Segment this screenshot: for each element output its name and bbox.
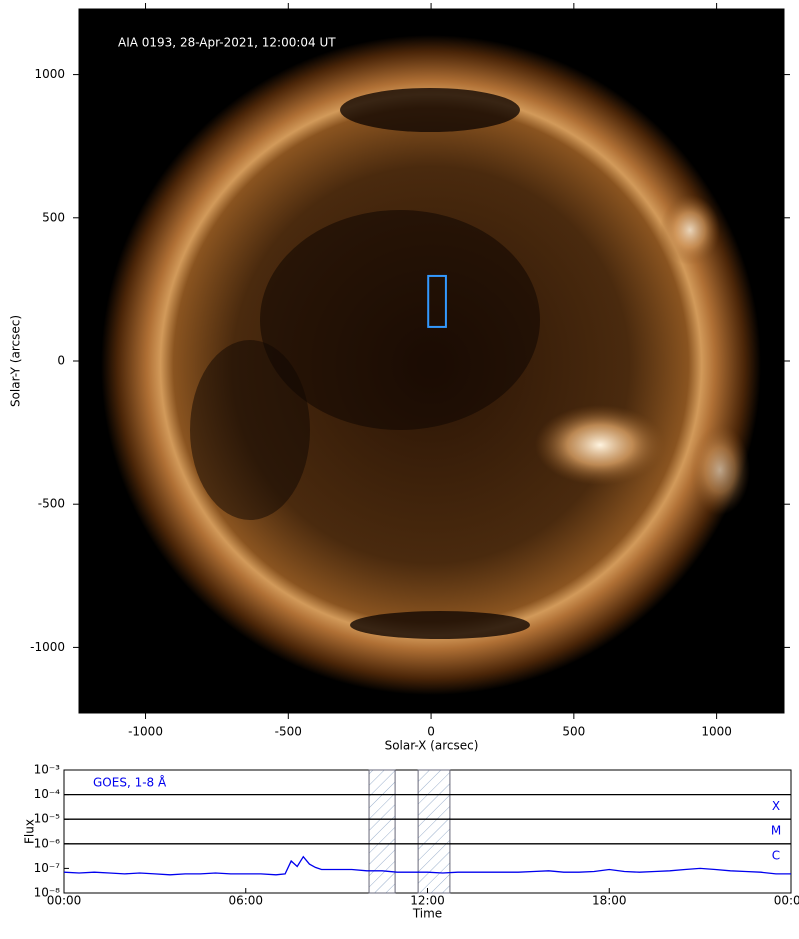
hatched-span	[368, 769, 396, 894]
x-tick-label: 12:00	[410, 894, 445, 908]
y-axis-label: Flux	[23, 819, 37, 844]
x-tick-label: 1000	[701, 725, 732, 739]
active-region	[535, 405, 665, 485]
x-tick-label: 18:00	[592, 894, 627, 908]
hatched-span	[417, 769, 451, 894]
x-tick-label: 06:00	[228, 894, 263, 908]
active-region	[690, 425, 750, 515]
x-tick-label: 00:00	[774, 894, 799, 908]
coronal-hole	[190, 340, 310, 520]
x-tick-label: -1000	[128, 725, 163, 739]
x-axis-label: Solar-X (arcsec)	[385, 739, 479, 753]
x-tick-label: 0	[427, 725, 435, 739]
coronal-hole	[350, 611, 530, 639]
class-label: X	[772, 799, 780, 813]
class-label: C	[772, 848, 780, 862]
annotation: GOES, 1-8 Å	[93, 775, 167, 790]
y-tick-label: 10⁻⁸	[34, 886, 61, 900]
coronal-hole	[340, 88, 520, 132]
y-tick-label: -1000	[30, 640, 65, 654]
y-tick-label: 10⁻⁴	[34, 787, 61, 801]
annotation: AIA 0193, 28-Apr-2021, 12:00:04 UT	[118, 36, 336, 50]
x-tick-label: 00:00	[47, 894, 82, 908]
y-tick-label: 10⁻⁷	[34, 861, 61, 875]
x-axis-label: Time	[412, 907, 442, 921]
y-tick-label: 1000	[34, 67, 65, 81]
coronal-hole	[260, 210, 540, 430]
y-tick-label: 500	[42, 210, 65, 224]
y-axis-label: Solar-Y (arcsec)	[9, 315, 23, 407]
y-tick-label: 10⁻³	[34, 763, 61, 777]
y-tick-label: 10⁻⁵	[34, 812, 61, 826]
y-tick-label: 10⁻⁶	[34, 836, 61, 850]
x-tick-label: -500	[275, 725, 302, 739]
solar-image	[101, 35, 761, 695]
x-tick-label: 500	[562, 725, 585, 739]
class-label: M	[771, 824, 781, 838]
y-tick-label: 0	[57, 354, 65, 368]
active-region	[660, 195, 720, 265]
region-box	[427, 274, 447, 328]
y-tick-label: -500	[38, 497, 65, 511]
flux-line	[63, 855, 791, 876]
